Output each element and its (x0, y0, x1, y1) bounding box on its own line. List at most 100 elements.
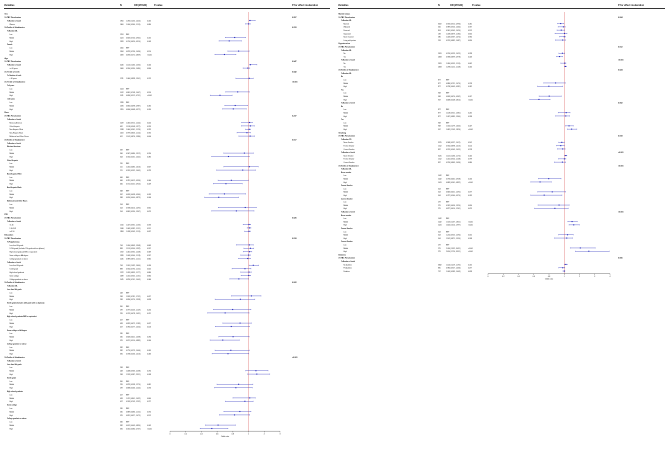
row-n: 1145 (120, 258, 124, 260)
row-n: 612 (120, 136, 123, 138)
point-estimate (562, 26, 564, 28)
row-label: X<TBC Ftesdomine (5, 115, 22, 118)
row-n: 530 (120, 408, 123, 410)
row-label: Low (10, 292, 14, 294)
row-n: 1600 (120, 24, 124, 26)
point-estimate (242, 169, 244, 171)
row-or: 0.823 (0.704, 0.962) (126, 37, 141, 39)
row-label: Widowed (344, 27, 351, 29)
row-n: 877 (438, 116, 441, 118)
point-estimate (538, 98, 540, 100)
row-n: 1460 (120, 68, 124, 70)
row-n: 300 (120, 381, 123, 383)
row-label: No (344, 63, 346, 65)
row-n: 2843 (438, 56, 442, 58)
x-tick-label: 1 (564, 276, 565, 278)
row-p: 0.374 (147, 411, 151, 413)
row-label: Less than 9th grade (7, 288, 22, 291)
row-label: Low (10, 422, 14, 424)
row-p: <0.001 (468, 128, 473, 131)
row-n: 211 (120, 167, 123, 169)
row-or: REF (126, 292, 129, 294)
row-or: 0.803 (0.670, 0.962) (446, 96, 461, 98)
row-label: Middle (10, 411, 15, 413)
row-or: 0.954 (0.790, 1.152) (126, 269, 141, 271)
row-p: 0.106 (147, 326, 151, 328)
row-p: 0.134 (147, 92, 151, 94)
point-estimate (248, 230, 250, 232)
row-label: High (10, 41, 13, 43)
row-label: X<TBC Ftesdomine (339, 257, 356, 260)
row-label: Y=Number PD (341, 138, 352, 141)
header-rule (4, 8, 330, 9)
row-or: 1.078 (1.012, 1.148) (446, 66, 461, 68)
row-or: 1.065 (0.912, 1.244) (126, 122, 141, 124)
row-n: 346 (120, 153, 123, 155)
row-or: 0.806 (0.668, 0.972) (126, 109, 141, 111)
row-label: Low (344, 244, 348, 246)
row-p: 0.479 (147, 211, 151, 213)
row-n: 279 (438, 244, 441, 246)
row-label: Middle (10, 37, 15, 39)
row-n: 504 (438, 231, 441, 233)
row-n: 248 (120, 374, 123, 376)
row-p: 0.744 (147, 153, 151, 155)
row-n: 948 (438, 93, 441, 95)
row-p: 0.207 (147, 248, 151, 250)
row-or: 1.513 (1.237, 1.851) (446, 221, 461, 223)
row-n: 744 (120, 265, 123, 267)
row-or: 1.029 (0.899, 1.177) (126, 272, 141, 274)
row-or: 1.468 (0.963, 2.238) (126, 371, 141, 373)
point-estimate (234, 36, 236, 39)
row-n: 339 (120, 150, 123, 152)
row-label: Low (10, 367, 14, 369)
row-label: 9-11th grade (Includes 12th grade with n… (7, 302, 45, 305)
point-estimate (562, 39, 564, 41)
row-or: REF (126, 320, 129, 322)
row-or: REF (446, 244, 449, 246)
row-or: 0.968 (0.927, 1.011) (446, 142, 461, 144)
row-or: REF (126, 190, 129, 192)
row-label: Current Smoker (344, 148, 355, 151)
point-estimate (588, 250, 590, 252)
row-label: <1.30 (10, 223, 14, 226)
row-or: 0.889 (0.686, 1.152) (126, 411, 141, 413)
row-or: 0.932 (0.656, 1.324) (446, 205, 461, 207)
row-label: >=3.50 (10, 230, 15, 233)
row-n: 947 (438, 99, 441, 101)
point-estimate (238, 278, 240, 280)
row-n: 382 (120, 350, 123, 352)
row-n: 183 (438, 33, 441, 35)
row-p: 0.192 (468, 30, 472, 32)
x-tick-label: 2 (579, 276, 580, 278)
point-estimate (548, 95, 550, 97)
point-estimate (560, 145, 562, 147)
row-or: 1.012 (0.905, 1.131) (126, 275, 141, 277)
row-label: >= 60 years (10, 67, 18, 70)
row-p: 0.427 (147, 323, 151, 325)
row-p-effect: <0.001 (618, 59, 624, 62)
point-estimate (548, 178, 550, 180)
row-label: Mexican American (7, 145, 21, 148)
row-label: Yes (344, 66, 347, 68)
row-n: 948 (438, 96, 441, 98)
header-p-effect: P for effect moderation (292, 4, 319, 7)
row-label: PIR (5, 214, 9, 216)
row-label: Middle (344, 235, 349, 237)
x-tick-label: 0.4 (200, 433, 202, 435)
row-n: 898 (120, 269, 123, 271)
row-n: 279 (438, 205, 441, 207)
row-label: High (10, 170, 13, 172)
row-label: Y=Number of teeth (7, 142, 21, 145)
row-label: X<TBC Ftesdomine (5, 237, 22, 240)
row-label: Multiracial and Other Races (10, 135, 29, 138)
row-p-effect: 0.057 (292, 17, 297, 19)
row-or: 2.610 (1.724, 3.951) (446, 251, 461, 253)
point-estimate (233, 414, 236, 416)
row-p: 0.593 (147, 224, 151, 226)
row-n: 1103 (120, 133, 124, 135)
row-or: REF (126, 367, 129, 369)
row-label: Middle (344, 178, 349, 180)
row-or: 0.980 (0.927, 1.036) (446, 268, 461, 270)
